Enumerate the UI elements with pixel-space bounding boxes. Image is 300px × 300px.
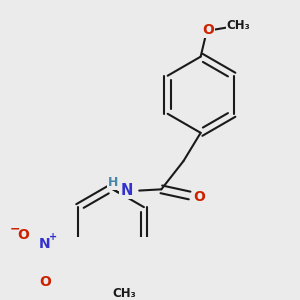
Text: O: O	[202, 22, 214, 37]
Text: CH₃: CH₃	[227, 20, 250, 32]
Text: −: −	[9, 223, 20, 236]
Text: N: N	[39, 236, 51, 250]
Text: CH₃: CH₃	[112, 287, 136, 300]
Text: +: +	[49, 232, 57, 242]
Text: N: N	[120, 183, 133, 198]
Text: O: O	[17, 228, 29, 242]
Text: O: O	[193, 190, 205, 204]
Text: O: O	[39, 274, 51, 289]
Text: H: H	[107, 176, 118, 189]
